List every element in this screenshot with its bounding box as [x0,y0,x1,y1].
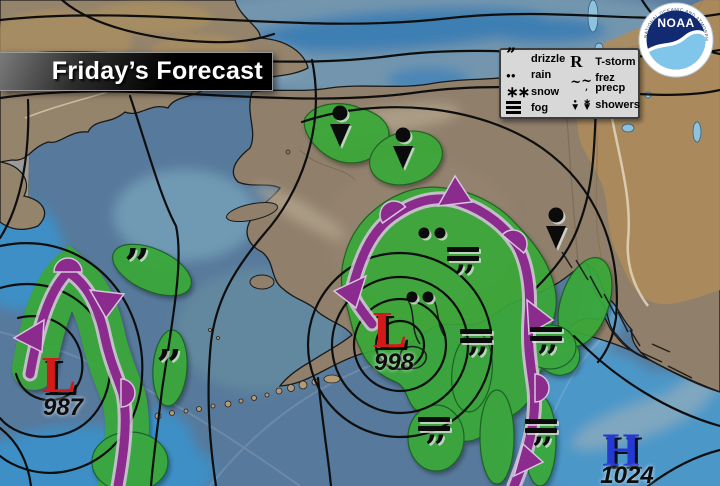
wx-symbol-drizzle [124,240,147,289]
svg-text:L: L [42,347,77,404]
legend-item-fog: fog [506,100,565,116]
rain-icon: ●● [506,70,516,80]
svg-text:H: H [602,424,639,477]
map-legend: ’’ drizzle ●● rain ∗∗ snow fog R T-storm… [499,43,640,119]
legend-item-drizzle: ’’ drizzle [506,43,566,66]
coast-detail [399,251,693,379]
legend-item-frez-precp: ~ ~, frez precp [570,72,626,95]
svg-text:L: L [373,302,408,359]
showers-icon: ● ▼ ∗ ▼ [570,97,593,114]
noaa-logo: NATIONAL OCEANIC AND ATMOSPHERIC ADMINIS… [638,2,714,78]
noaa-acronym: NOAA [657,16,694,30]
svg-text:987: 987 [43,394,85,421]
drizzle-icon: ’’ [506,43,516,66]
snow-icon: ∗∗ [506,83,530,101]
svg-text:1024: 1024 [600,462,653,486]
svg-text:998: 998 [374,349,415,376]
freezing-precip-icon: ~ ~, [570,73,593,92]
legend-item-rain: ●● rain [506,69,552,82]
title-banner: Friday’s Forecast [0,52,273,91]
legend-item-tstorm: R T-storm [570,51,636,71]
occluded-fronts [12,174,555,486]
page-title: Friday’s Forecast [51,57,263,85]
legend-item-snow: ∗∗ snow [506,83,560,101]
wx-symbol-drizzle [156,341,179,390]
tstorm-icon: R [570,51,583,71]
fog-icon [506,101,521,115]
legend-item-showers: ● ▼ ∗ ▼ showers [570,97,640,114]
